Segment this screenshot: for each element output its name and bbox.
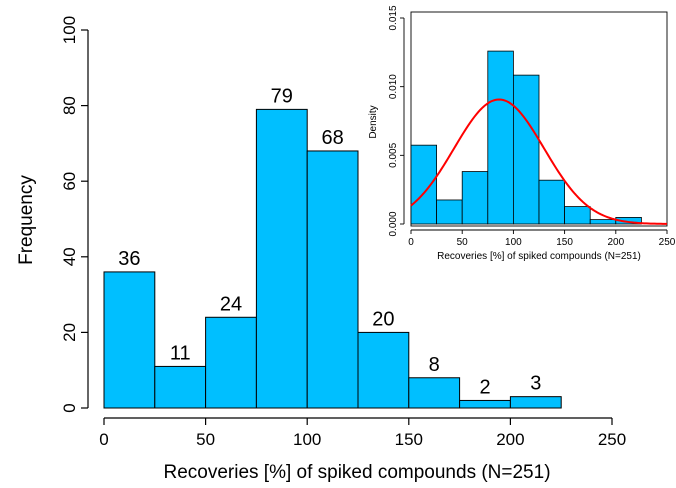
main-histogram: 36 11 24 79 68 20 8 2 3 0 50 100 150 200 250 0 20 40 60 80…: [16, 16, 626, 483]
histogram-bar: [103, 271, 156, 409]
bar-value-label: 24: [220, 293, 242, 315]
histogram-bar: [357, 331, 410, 409]
main-y-tick-label: 60: [60, 172, 79, 191]
inset-x-tick-label: 100: [505, 237, 522, 248]
histogram-bar: [205, 316, 257, 409]
density-bar: [410, 144, 438, 225]
main-y-tick-label: 100: [60, 16, 79, 44]
main-x-tick-label: 0: [99, 430, 108, 449]
main-x-axis-title: Recoveries [%] of spiked compounds (N=25…: [163, 462, 550, 483]
inset-plot-frame: [410, 11, 668, 227]
inset-y-axis-title: Density: [368, 105, 379, 138]
histogram-bar: [459, 399, 511, 409]
main-x-tick-label: 200: [496, 430, 524, 449]
inset-bars: [410, 50, 642, 225]
main-x-tick-label: 150: [395, 430, 423, 449]
inset-y-tick-label: 0.000: [388, 211, 399, 236]
histogram-bar: [255, 108, 308, 409]
inset-density-histogram: 0 50 100 150 200 250 0.000 0.005 0.010 0.015 Reco…: [368, 5, 676, 262]
density-bar: [615, 217, 642, 225]
main-x-tick-label: 50: [196, 430, 215, 449]
inset-y-tick-label: 0.005: [388, 142, 399, 167]
inset-axes: 0 50 100 150 200 250 0.000 0.005 0.010 0.015: [388, 5, 676, 248]
inset-x-tick-label: 50: [457, 237, 469, 248]
inset-x-tick-label: 250: [659, 237, 676, 248]
bar-value-label: 2: [479, 376, 490, 398]
bar-value-label: 3: [530, 373, 541, 395]
inset-x-tick-label: 150: [556, 237, 573, 248]
density-bar: [564, 206, 591, 225]
density-bar: [589, 219, 617, 225]
bar-value-label: 36: [118, 248, 140, 270]
density-bar: [436, 199, 463, 225]
main-y-tick-label: 40: [60, 247, 79, 266]
inset-x-tick-label: 200: [607, 237, 624, 248]
inset-y-tick-label: 0.015: [388, 5, 399, 30]
bar-value-label: 79: [271, 85, 293, 107]
main-y-axis-title: Frequency: [16, 175, 37, 265]
main-x-tick-label: 100: [293, 430, 321, 449]
main-y-tick-label: 0: [60, 403, 79, 412]
bar-value-label: 20: [372, 308, 394, 330]
density-bar: [538, 179, 566, 225]
bar-value-label: 68: [321, 127, 343, 149]
normal-density-curve: [410, 98, 668, 225]
inset-y-tick-label: 0.010: [388, 74, 399, 99]
inset-x-tick-label: 0: [408, 237, 414, 248]
density-bar: [513, 74, 540, 225]
density-bar: [487, 50, 514, 225]
density-bar: [461, 171, 489, 225]
inset-x-axis-title: Recoveries [%] of spiked compounds (N=25…: [437, 251, 641, 262]
main-bars: [103, 108, 562, 409]
histogram-bar: [509, 396, 562, 409]
histogram-bar: [408, 377, 461, 409]
bar-value-label: 11: [170, 342, 191, 364]
main-y-tick-label: 20: [60, 323, 79, 342]
bar-value-label: 8: [429, 354, 440, 376]
main-data-labels: 36 11 24 79 68 20 8 2 3: [118, 85, 541, 398]
histogram-bar: [154, 365, 207, 409]
histogram-bar: [306, 150, 359, 409]
main-y-tick-label: 80: [60, 96, 79, 115]
main-x-tick-label: 250: [598, 430, 626, 449]
